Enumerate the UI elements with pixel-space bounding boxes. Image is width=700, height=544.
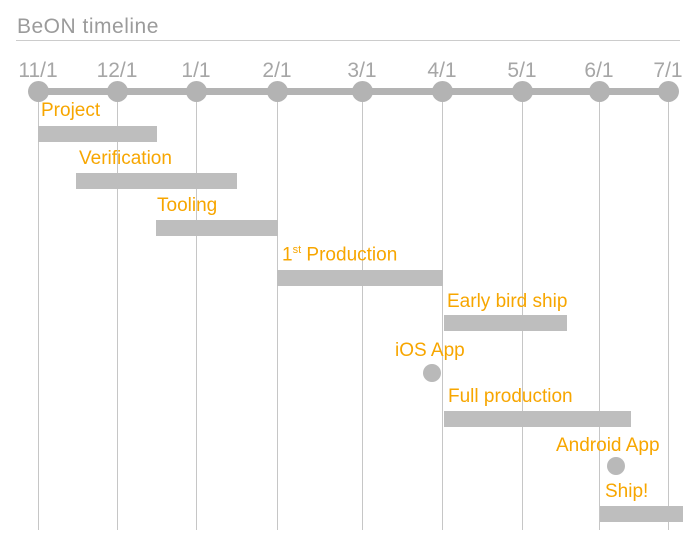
task-label-android-app: Android App [556,435,660,456]
gridline-3-1 [362,95,363,530]
gridline-2-1 [277,95,278,530]
axis-tick-label-3-1: 3/1 [347,59,377,82]
axis-tick-label-4-1: 4/1 [427,59,457,82]
gridline-6-1 [599,95,600,530]
task-label-ship: Ship! [605,481,649,502]
axis-tick-label-7-1: 7/1 [653,59,683,82]
task-bar-1st-production [277,270,443,286]
gridline-7-1 [668,95,669,530]
task-label-part: st [292,244,302,256]
axis-node-dot-7-1 [657,80,679,102]
task-bar-verification [76,173,237,189]
task-label-1st-production: 1st Production [282,244,398,266]
task-label-part: 1 [282,244,293,266]
title-underline [16,40,680,41]
task-label-verification: Verification [79,148,172,169]
gridline-4-1 [442,95,443,530]
axis-node-dot-5-1 [511,80,533,102]
gridline-1-1 [196,95,197,530]
axis-node-dot-11-1 [27,80,49,102]
page-title: BeON timeline [17,15,159,38]
task-bar-project [38,126,157,142]
axis-tick-label-2-1: 2/1 [262,59,292,82]
axis-tick-label-6-1: 6/1 [584,59,614,82]
task-label-part: Production [301,244,398,266]
milestone-dot-android-app [607,457,625,475]
axis-tick-label-5-1: 5/1 [507,59,537,82]
task-label-early-bird-ship: Early bird ship [447,291,568,312]
task-label-project: Project [41,100,101,121]
axis-node-dot-6-1 [588,80,610,102]
task-bar-full-production [444,411,631,427]
gridline-11-1 [38,95,39,530]
axis-tick-label-11-1: 11/1 [18,59,58,82]
axis-node-dot-1-1 [185,80,207,102]
axis-node-dot-12-1 [106,80,128,102]
task-bar-ship [600,506,683,522]
axis-node-dot-4-1 [431,80,453,102]
axis-node-dot-3-1 [351,80,373,102]
axis-tick-label-12-1: 12/1 [96,59,138,82]
task-bar-early-bird-ship [444,315,567,331]
task-label-full-production: Full production [448,386,573,407]
task-label-ios-app: iOS App [395,340,465,361]
milestone-dot-ios-app [423,364,441,382]
gridline-5-1 [522,95,523,530]
task-label-tooling: Tooling [157,195,218,216]
task-bar-tooling [156,220,278,236]
axis-node-dot-2-1 [266,80,288,102]
gridline-12-1 [117,95,118,530]
axis-tick-label-1-1: 1/1 [181,59,211,82]
